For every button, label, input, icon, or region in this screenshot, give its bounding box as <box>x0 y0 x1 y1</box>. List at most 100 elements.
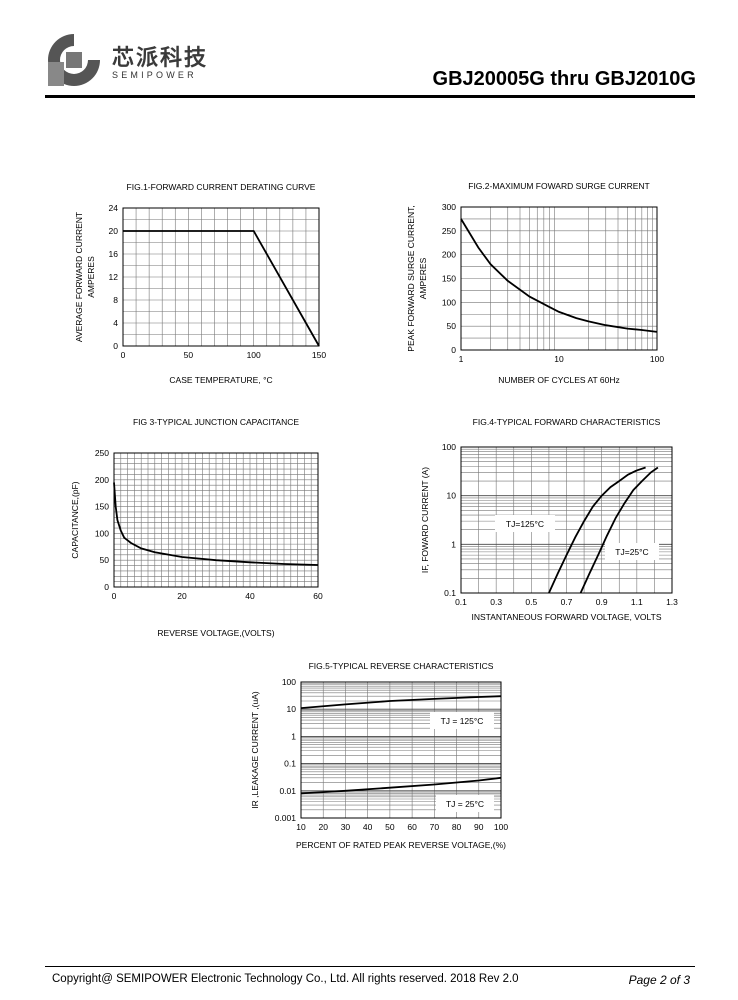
fig4-series-line <box>548 466 646 594</box>
fig3-y-tick-label: 150 <box>95 502 109 512</box>
fig4-x-tick-label: 0.7 <box>561 597 573 607</box>
fig5-y-tick-label: 0.001 <box>275 813 297 823</box>
fig1-ylabel: AMPERES <box>86 256 96 298</box>
fig5-x-tick-label: 20 <box>318 822 328 832</box>
fig4-annotation: TJ=125°C <box>506 519 544 529</box>
fig5-x-tick-label: 90 <box>474 822 484 832</box>
fig1-y-tick-label: 0 <box>113 341 118 351</box>
fig4-frame <box>460 446 673 594</box>
fig3-y-tick-label: 200 <box>95 475 109 485</box>
fig4-x-tick-label: 0.1 <box>455 597 467 607</box>
fig3-x-tick-label: 20 <box>177 591 187 601</box>
fig5-x-tick-label: 10 <box>296 822 306 832</box>
fig1-y-tick-label: 8 <box>113 295 118 305</box>
fig5-title: FIG.5-TYPICAL REVERSE CHARACTERISTICS <box>309 661 494 671</box>
fig3-grid <box>114 453 318 587</box>
fig4-y-tick-label: 1 <box>451 539 456 549</box>
fig3-ylabel: CAPACITANCE,(pF) <box>70 481 80 558</box>
fig1-xlabel: CASE TEMPERATURE, °C <box>169 375 272 385</box>
fig2-x-tick-label: 1 <box>459 354 464 364</box>
fig5-annotation-bg <box>436 795 494 812</box>
fig2-y-tick-label: 50 <box>447 321 457 331</box>
fig1-y-tick-label: 20 <box>109 226 119 236</box>
fig3-title: FIG 3-TYPICAL JUNCTION CAPACITANCE <box>133 417 299 427</box>
company-logo-icon <box>48 34 100 86</box>
fig3-series-line <box>113 482 319 566</box>
fig4-x-tick-label: 0.5 <box>525 597 537 607</box>
fig4-x-tick-label: 1.3 <box>666 597 678 607</box>
fig1-grid <box>123 208 319 346</box>
fig2-ylabel: PEAK FORWARD SURGE CURRENT, <box>406 205 416 351</box>
fig2-y-tick-label: 0 <box>451 345 456 355</box>
fig4-x-tick-label: 0.3 <box>490 597 502 607</box>
fig1-x-tick-label: 50 <box>184 350 194 360</box>
fig3-x-tick-label: 60 <box>313 591 323 601</box>
fig4-y-tick-label: 10 <box>447 491 457 501</box>
fig1-x-tick-label: 100 <box>247 350 261 360</box>
fig5-x-tick-label: 70 <box>430 822 440 832</box>
fig5-annotation-bg <box>430 712 494 729</box>
fig1-y-tick-label: 16 <box>109 249 119 259</box>
fig1-frame <box>122 207 320 347</box>
fig5-y-tick-label: 10 <box>287 704 297 714</box>
fig5-y-tick-label: 1 <box>291 731 296 741</box>
fig5-x-tick-label: 80 <box>452 822 462 832</box>
fig5-x-tick-label: 30 <box>341 822 351 832</box>
fig2-frame <box>460 206 658 351</box>
fig2-grid <box>461 207 657 350</box>
fig3-y-tick-label: 100 <box>95 528 109 538</box>
fig5-xlabel: PERCENT OF RATED PEAK REVERSE VOLTAGE,(%… <box>296 840 506 850</box>
fig2-xlabel: NUMBER OF CYCLES AT 60Hz <box>498 375 620 385</box>
fig5-grid <box>301 682 501 819</box>
fig4-xlabel: INSTANTANEOUS FORWARD VOLTAGE, VOLTS <box>471 612 661 622</box>
fig4-y-tick-label: 0.1 <box>444 588 456 598</box>
fig2-y-tick-label: 200 <box>442 250 456 260</box>
fig1-series-line <box>123 230 320 347</box>
fig2-x-tick-label: 100 <box>650 354 664 364</box>
fig4-annotation-bg <box>495 515 555 532</box>
fig1-y-tick-label: 4 <box>113 318 118 328</box>
copyright-text: Copyright@ SEMIPOWER Electronic Technolo… <box>52 973 519 985</box>
fig3-xlabel: REVERSE VOLTAGE,(VOLTS) <box>157 628 274 638</box>
fig4-x-tick-label: 1.1 <box>631 597 643 607</box>
fig2-ylabel: AMPERES <box>418 257 428 299</box>
fig3-y-tick-label: 250 <box>95 448 109 458</box>
fig4-annotation: TJ=25°C <box>615 547 648 557</box>
fig2-y-tick-label: 300 <box>442 202 456 212</box>
fig1-x-tick-label: 150 <box>312 350 326 360</box>
fig1-y-tick-label: 24 <box>109 203 119 213</box>
logo-english-name: SEMIPOWER <box>112 70 197 80</box>
fig2-x-tick-label: 10 <box>554 354 564 364</box>
fig2-y-tick-label: 250 <box>442 226 456 236</box>
fig4-title: FIG.4-TYPICAL FORWARD CHARACTERISTICS <box>473 417 661 427</box>
fig5-series-line <box>300 776 502 795</box>
header-divider <box>45 95 695 98</box>
fig5-annotation: TJ = 25°C <box>446 799 484 809</box>
fig5-y-tick-label: 100 <box>282 677 296 687</box>
fig3-y-tick-label: 0 <box>104 582 109 592</box>
fig5-y-tick-label: 0.1 <box>284 759 296 769</box>
fig3-x-tick-label: 0 <box>112 591 117 601</box>
fig1-x-tick-label: 0 <box>121 350 126 360</box>
fig4-x-tick-label: 0.9 <box>596 597 608 607</box>
fig5-x-tick-label: 40 <box>363 822 373 832</box>
fig2-series-line <box>460 218 658 333</box>
fig2-y-tick-label: 150 <box>442 274 456 284</box>
fig5-x-tick-label: 100 <box>494 822 508 832</box>
fig1-title: FIG.1-FORWARD CURRENT DERATING CURVE <box>127 182 316 192</box>
page-number: Page 2 of 3 <box>628 973 690 987</box>
fig5-x-tick-label: 50 <box>385 822 395 832</box>
logo-chinese-name: 芯派科技 <box>112 46 209 71</box>
fig3-y-tick-label: 50 <box>100 555 110 565</box>
fig4-annotation-bg <box>605 543 659 560</box>
fig2-title: FIG.2-MAXIMUM FOWARD SURGE CURRENT <box>468 181 650 191</box>
fig5-y-tick-label: 0.01 <box>279 786 296 796</box>
fig1-ylabel: AVERAGE FORWARD CURRENT <box>74 212 84 342</box>
fig1-y-tick-label: 12 <box>109 272 119 282</box>
fig4-y-tick-label: 100 <box>442 442 456 452</box>
fig5-annotation: TJ = 125°C <box>441 716 484 726</box>
fig5-series-line <box>300 695 502 709</box>
fig5-ylabel: IR ,LEAKAGE CURRENT ,(uA) <box>250 691 260 809</box>
fig4-ylabel: IF, FOWARD CURRENT (A) <box>420 467 430 573</box>
